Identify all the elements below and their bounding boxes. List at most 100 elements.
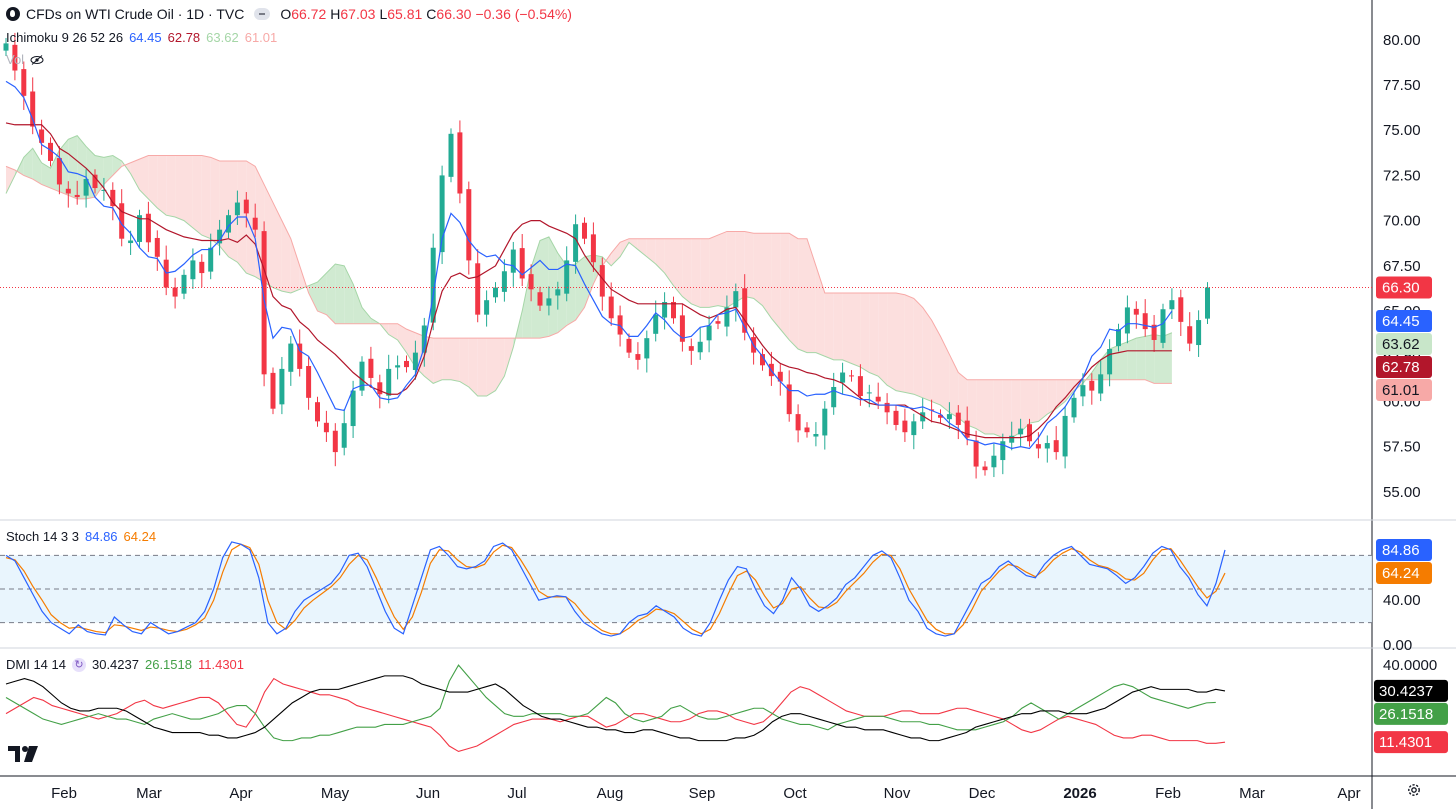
candle-up[interactable] [226, 215, 231, 233]
candle-up[interactable] [1124, 307, 1130, 334]
candle-down[interactable] [65, 188, 71, 194]
candle-down[interactable] [154, 237, 160, 257]
candle-up[interactable] [1169, 300, 1175, 310]
candle-up[interactable] [724, 307, 730, 327]
candle-down[interactable] [1142, 313, 1148, 330]
candle-up[interactable] [866, 392, 872, 394]
candle-down[interactable] [1027, 424, 1032, 442]
candle-up[interactable] [421, 325, 427, 353]
stoch-legend[interactable]: Stoch 14 3 3 84.86 64.24 [6, 529, 156, 544]
candle-up[interactable] [1009, 435, 1015, 443]
candle-down[interactable] [608, 296, 614, 319]
candle-down[interactable] [671, 301, 676, 319]
candle-up[interactable] [1062, 415, 1068, 457]
candle-down[interactable] [964, 420, 970, 438]
candle-up[interactable] [831, 386, 837, 408]
candle-down[interactable] [315, 402, 320, 422]
candle-down[interactable] [938, 414, 943, 418]
candle-down[interactable] [21, 69, 27, 96]
candle-down[interactable] [1187, 326, 1193, 344]
candle-down[interactable] [715, 321, 721, 324]
candle-up[interactable] [1205, 287, 1210, 319]
candle-up[interactable] [386, 368, 392, 396]
candle-down[interactable] [902, 420, 908, 433]
candle-down[interactable] [39, 129, 45, 143]
candle-up[interactable] [706, 325, 712, 341]
candle-down[interactable] [475, 263, 481, 315]
candle-up[interactable] [501, 271, 507, 292]
candle-down[interactable] [1133, 308, 1139, 315]
candle-down[interactable] [332, 430, 338, 453]
candle-down[interactable] [786, 384, 792, 415]
candle-down[interactable] [582, 222, 587, 239]
stoch-label[interactable]: Stoch 14 3 3 [6, 529, 79, 544]
candle-down[interactable] [777, 371, 783, 382]
candle-up[interactable] [83, 179, 89, 196]
candle-down[interactable] [599, 265, 605, 297]
candle-up[interactable] [395, 365, 401, 368]
candle-down[interactable] [404, 360, 409, 368]
candle-up[interactable] [555, 289, 561, 296]
candle-up[interactable] [946, 414, 952, 420]
candle-up[interactable] [1098, 374, 1104, 394]
candle-down[interactable] [172, 287, 178, 297]
candle-down[interactable] [368, 358, 374, 378]
candle-up[interactable] [3, 43, 9, 51]
candle-down[interactable] [74, 194, 80, 198]
candle-up[interactable] [101, 189, 107, 191]
candle-up[interactable] [813, 434, 819, 437]
volume-legend[interactable]: Vol [6, 52, 44, 67]
candle-down[interactable] [252, 217, 258, 230]
candle-down[interactable] [884, 402, 890, 413]
candle-up[interactable] [510, 249, 516, 273]
candle-up[interactable] [662, 301, 668, 318]
candle-down[interactable] [760, 354, 765, 366]
dmi-legend[interactable]: DMI 14 14 ↻ 30.4237 26.1518 11.4301 [6, 657, 244, 672]
ichimoku-label[interactable]: Ichimoku 9 26 52 26 [6, 30, 124, 45]
candle-down[interactable] [1151, 324, 1157, 340]
candle-up[interactable] [190, 260, 196, 280]
candle-up[interactable] [341, 423, 347, 448]
candle-up[interactable] [128, 240, 134, 244]
candle-down[interactable] [306, 366, 312, 398]
candle-down[interactable] [56, 158, 62, 185]
dmi-label[interactable]: DMI 14 14 [6, 657, 66, 672]
candle-down[interactable] [119, 203, 125, 239]
candle-up[interactable] [1000, 441, 1006, 461]
candle-down[interactable] [679, 315, 685, 342]
candle-up[interactable] [137, 215, 142, 242]
candle-down[interactable] [795, 414, 801, 431]
candle-up[interactable] [1116, 329, 1121, 347]
candle-down[interactable] [519, 248, 525, 279]
candle-down[interactable] [145, 213, 151, 243]
candle-down[interactable] [48, 142, 53, 161]
candle-down[interactable] [982, 466, 988, 471]
candle-down[interactable] [30, 91, 36, 127]
candle-up[interactable] [991, 455, 997, 468]
candle-up[interactable] [546, 298, 552, 306]
candle-down[interactable] [688, 346, 694, 351]
candle-up[interactable] [1018, 428, 1024, 435]
candle-down[interactable] [857, 376, 863, 397]
candle-down[interactable] [12, 44, 18, 71]
candle-down[interactable] [804, 427, 810, 433]
candle-up[interactable] [217, 229, 223, 244]
candle-down[interactable] [590, 234, 596, 263]
candle-up[interactable] [653, 314, 659, 334]
tradingview-logo-icon[interactable] [8, 744, 40, 764]
candle-down[interactable] [1053, 440, 1059, 453]
candle-down[interactable] [849, 375, 854, 377]
candle-down[interactable] [528, 274, 534, 290]
eye-hidden-icon[interactable] [30, 54, 44, 65]
candle-up[interactable] [1071, 397, 1077, 418]
candle-up[interactable] [359, 361, 365, 391]
candle-down[interactable] [1035, 444, 1041, 449]
candle-down[interactable] [92, 174, 98, 189]
candle-up[interactable] [484, 300, 490, 315]
candle-down[interactable] [110, 189, 116, 207]
candle-down[interactable] [323, 422, 329, 433]
symbol-title[interactable]: CFDs on WTI Crude Oil · 1D · TVC [26, 6, 245, 22]
candle-up[interactable] [493, 287, 498, 298]
candle-up[interactable] [564, 260, 570, 294]
